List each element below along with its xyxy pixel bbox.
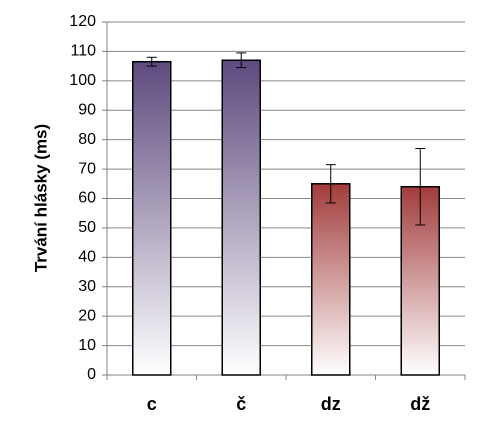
y-tick-label: 80	[78, 131, 96, 148]
y-tick-label: 40	[78, 249, 96, 266]
y-tick-label: 60	[78, 190, 96, 207]
x-tick-label: dž	[410, 394, 430, 414]
y-tick-label: 50	[78, 219, 96, 236]
y-axis-label: Trvání hlásky (ms)	[31, 124, 50, 272]
y-tick-label: 10	[78, 337, 96, 354]
y-tick-label: 70	[78, 160, 96, 177]
x-tick-label: c	[147, 394, 157, 414]
bar	[132, 60, 172, 376]
bar	[311, 183, 351, 376]
x-tick-label: dz	[321, 394, 341, 414]
y-tick-label: 110	[70, 43, 96, 60]
y-tick-label: 100	[69, 72, 96, 89]
y-tick-label: 0	[87, 366, 96, 383]
y-tick-label: 90	[78, 101, 96, 118]
y-tick-label: 20	[78, 307, 96, 324]
y-tick-label: 30	[78, 278, 96, 295]
bar	[221, 59, 261, 376]
y-tick-label: 120	[69, 13, 96, 30]
x-tick-label: č	[236, 394, 246, 414]
